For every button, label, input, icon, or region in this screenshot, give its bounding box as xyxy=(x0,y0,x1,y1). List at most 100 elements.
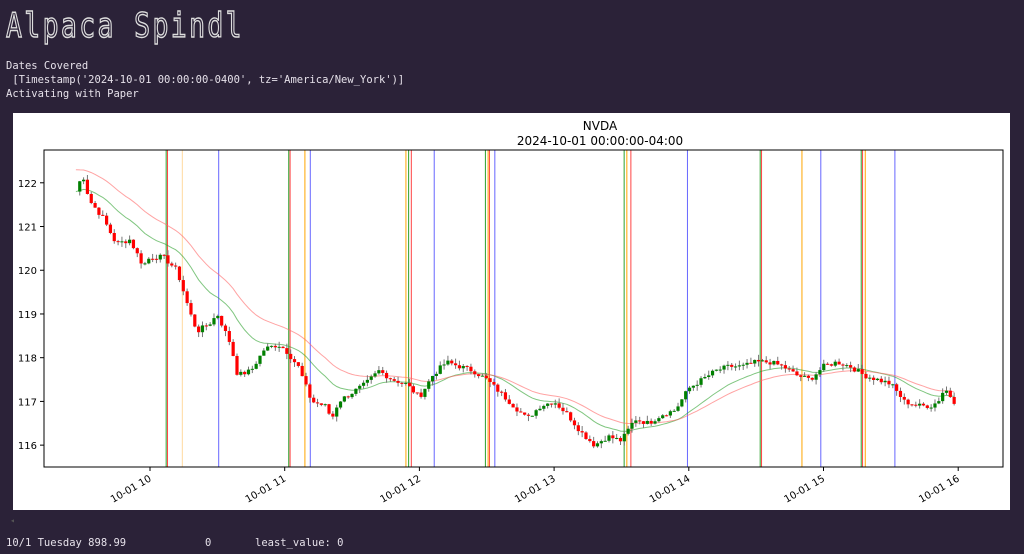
candle-body xyxy=(592,441,596,447)
candle-body xyxy=(768,362,772,365)
candle-body xyxy=(442,364,446,366)
candle-body xyxy=(607,435,611,441)
candle-body xyxy=(85,179,90,194)
candle-body xyxy=(423,388,427,397)
candle-body xyxy=(764,360,768,363)
candle-body xyxy=(810,377,814,380)
candle-body xyxy=(756,359,761,362)
candle-body xyxy=(151,258,155,260)
candle-body xyxy=(829,364,834,366)
candle-body xyxy=(638,420,642,422)
candle-body xyxy=(266,346,270,351)
candle-body xyxy=(534,410,538,416)
candle-body xyxy=(369,376,373,380)
candle-body xyxy=(97,207,101,215)
y-tick-label: 119 xyxy=(18,310,37,321)
candle-body xyxy=(235,355,239,375)
candle-body xyxy=(802,375,807,377)
candle-body xyxy=(852,367,857,372)
candle-body xyxy=(143,263,147,265)
candle-body xyxy=(519,411,523,413)
candle-body xyxy=(193,314,197,327)
candle-body xyxy=(170,263,174,266)
candle-body xyxy=(825,363,830,365)
candle-body xyxy=(799,375,803,377)
candle-body xyxy=(231,341,235,356)
candle-body xyxy=(197,326,201,333)
candle-body xyxy=(174,265,178,267)
chart-title: NVDA xyxy=(583,119,618,133)
candle-body xyxy=(292,359,297,363)
candle-body xyxy=(760,360,765,362)
candle-body xyxy=(910,404,914,406)
y-tick-label: 122 xyxy=(18,179,37,190)
x-tick-label: 10-01 16 xyxy=(917,474,961,506)
candle-body xyxy=(430,375,435,382)
x-tick-label: 10-01 12 xyxy=(378,474,422,506)
candle-body xyxy=(845,365,849,367)
candle-body xyxy=(373,373,377,377)
candle-body xyxy=(120,241,124,243)
candle-body xyxy=(864,373,868,379)
candle-body xyxy=(557,403,561,408)
candle-body xyxy=(806,375,811,378)
status-count: 0 xyxy=(205,537,212,549)
candle-body xyxy=(446,360,450,365)
console-line: [Timestamp('2024-10-01 00:00:00-0400', t… xyxy=(6,74,405,86)
candle-body xyxy=(737,365,741,367)
candle-body xyxy=(707,375,711,378)
candle-body xyxy=(883,380,887,383)
candle-body xyxy=(315,402,320,404)
candle-body xyxy=(500,391,504,393)
candle-body xyxy=(576,425,580,432)
candle-body xyxy=(162,254,166,256)
chart-subtitle: 2024-10-01 00:00:00-04:00 xyxy=(517,134,683,148)
candle-body xyxy=(404,382,408,384)
candle-body xyxy=(929,407,933,409)
x-tick-label: 10-01 14 xyxy=(648,474,692,506)
candle-body xyxy=(645,420,649,424)
candle-body xyxy=(595,443,600,447)
candle-body xyxy=(538,408,542,411)
candle-body xyxy=(323,404,327,406)
candle-body xyxy=(434,373,439,376)
candle-body xyxy=(411,386,416,393)
candle-body xyxy=(718,369,722,371)
candle-body xyxy=(312,397,316,403)
candle-body xyxy=(626,428,630,434)
candle-body xyxy=(223,325,228,332)
candle-body xyxy=(687,387,692,392)
candle-body xyxy=(523,412,527,415)
candle-body xyxy=(377,370,381,374)
candle-body xyxy=(699,378,703,385)
candle-body xyxy=(684,391,688,400)
candle-body xyxy=(465,366,469,368)
candle-body xyxy=(745,362,749,365)
candle-body xyxy=(78,181,82,192)
candle-body xyxy=(588,439,592,442)
x-tick-label: 10-01 11 xyxy=(244,474,288,506)
console-line: Activating with Paper xyxy=(6,88,139,100)
app-logo: Alpaca Spindl xyxy=(5,5,244,46)
candle-body xyxy=(227,331,231,342)
candle-body xyxy=(722,365,726,370)
candle-body xyxy=(569,412,573,421)
candle-body xyxy=(350,393,354,398)
candle-body xyxy=(772,360,776,365)
candle-body xyxy=(131,239,136,249)
candle-body xyxy=(400,382,404,384)
scroll-left-icon[interactable]: ◂ xyxy=(10,516,15,525)
candle-body xyxy=(730,364,734,367)
candle-body xyxy=(358,385,362,389)
candlestick-chart: NVDA 2024-10-01 00:00:00-04:00 116 117 118… xyxy=(18,119,1004,506)
candle-body xyxy=(216,315,220,319)
candle-body xyxy=(89,193,93,204)
candle-body xyxy=(273,345,277,348)
candle-body xyxy=(630,422,634,429)
x-tick-label: 10-01 10 xyxy=(109,474,153,506)
candle-body xyxy=(208,324,212,326)
candle-body xyxy=(833,361,837,366)
candle-body xyxy=(277,346,281,348)
candle-body xyxy=(952,396,956,404)
candle-body xyxy=(189,303,193,315)
